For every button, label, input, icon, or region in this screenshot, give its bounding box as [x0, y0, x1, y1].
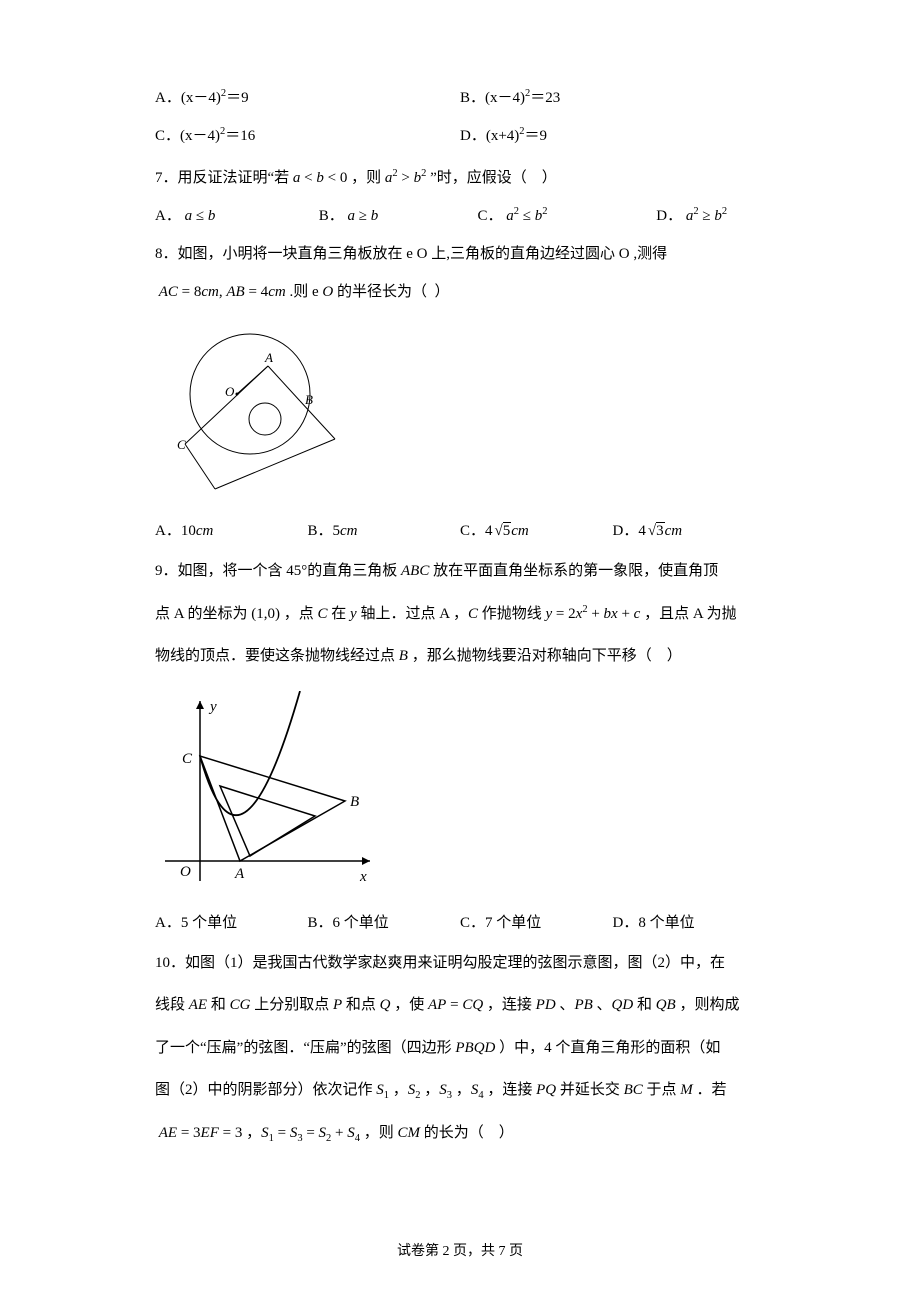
q10-stem-line2: 线段 AE 和 CG 上分别取点 P 和点 Q ，使 AP = CQ ，连接 P… [155, 985, 765, 1026]
svg-text:C: C [182, 751, 193, 767]
q9-option-d: D．8 个单位 [613, 905, 766, 941]
svg-text:A: A [234, 866, 245, 882]
q9-options: A．5 个单位 B．6 个单位 C．7 个单位 D．8 个单位 [155, 905, 765, 941]
q9-diagram-svg: O A B C x y [155, 691, 385, 891]
q7-stem: 7．用反证法证明“若 a < b < 0 ，则 a2 > b2 ”时，应假设（ … [155, 160, 765, 196]
q8-option-c: C．45cm [460, 513, 613, 549]
q10-stem-line3: 了一个“压扁”的弦图．“压扁”的弦图（四边形 PBQD ）中，4 个直角三角形的… [155, 1028, 765, 1069]
svg-text:O: O [225, 384, 235, 399]
q8-stem-line1: 8．如图，小明将一块直角三角板放在 e O 上,三角板的直角边经过圆心 O ,测… [155, 236, 765, 272]
q9-option-c: C．7 个单位 [460, 905, 613, 941]
page-footer: 试卷第 2 页，共 7 页 [0, 1240, 920, 1260]
exam-page: A．(x－4)2＝9 B．(x－4)2＝23 C．(x－4)2＝16 D．(x+… [0, 0, 920, 1302]
svg-text:B: B [350, 794, 359, 810]
svg-text:y: y [208, 699, 217, 715]
q7-option-b: B． a ≥ b [319, 198, 474, 234]
q7-options: A． a ≤ b B． a ≥ b C． a2 ≤ b2 D． a2 ≥ b2 [155, 198, 765, 234]
q8-diagram-svg: O A B C [155, 324, 355, 499]
q10-stem-line5: AE = 3EF = 3 ，S1 = S3 = S2 + S4 ，则 CM 的长… [155, 1113, 765, 1154]
q8-option-b: B．5cm [308, 513, 461, 549]
q8-stem-line2: AC = 8cm, AB = 4cm .则 e O 的半径长为（ ） [155, 274, 765, 310]
q8-option-d: D．43cm [613, 513, 766, 549]
q9-stem-line3: 物线的顶点．要使这条抛物线经过点 B ，那么抛物线要沿对称轴向下平移（ ） [155, 636, 765, 677]
svg-text:C: C [177, 437, 186, 452]
q9-option-a: A．5 个单位 [155, 905, 308, 941]
q6-option-a: A．(x－4)2＝9 [155, 80, 460, 116]
q7-option-a: A． a ≤ b [155, 198, 315, 234]
q10-stem-line4: 图（2）中的阴影部分）依次记作 S1 ，S2 ，S3 ，S4 ，连接 PQ 并延… [155, 1070, 765, 1111]
q8-option-a: A．10cm [155, 513, 308, 549]
q6-options-row1: A．(x－4)2＝9 B．(x－4)2＝23 [155, 80, 765, 116]
q6-options-row2: C．(x－4)2＝16 D．(x+4)2＝9 [155, 118, 765, 154]
q9-stem-line1: 9．如图，将一个含 45°的直角三角板 ABC 放在平面直角坐标系的第一象限，使… [155, 551, 765, 592]
q7-option-d: D． a2 ≥ b2 [656, 198, 727, 234]
svg-text:O: O [180, 864, 191, 880]
q8-figure: O A B C [155, 324, 765, 499]
svg-text:A: A [264, 350, 273, 365]
q9-figure: O A B C x y [155, 691, 765, 891]
svg-text:B: B [305, 392, 313, 407]
svg-text:x: x [359, 869, 367, 885]
q9-stem-line2: 点 A 的坐标为 (1,0) ，点 C 在 y 轴上．过点 A ，C 作抛物线 … [155, 594, 765, 635]
q10-stem-line1: 10．如图（1）是我国古代数学家赵爽用来证明勾股定理的弦图示意图，图（2）中，在 [155, 943, 765, 984]
q7-option-c: C． a2 ≤ b2 [478, 198, 653, 234]
q6-option-c: C．(x－4)2＝16 [155, 118, 460, 154]
q9-option-b: B．6 个单位 [308, 905, 461, 941]
q6-option-d: D．(x+4)2＝9 [460, 118, 765, 154]
q6-option-b: B．(x－4)2＝23 [460, 80, 765, 116]
q8-options: A．10cm B．5cm C．45cm D．43cm [155, 513, 765, 549]
